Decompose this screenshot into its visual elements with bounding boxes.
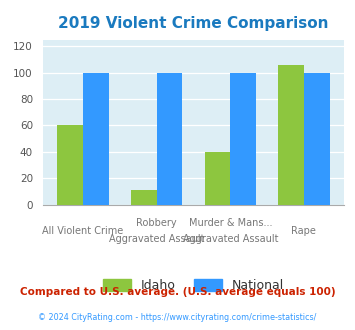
Text: Aggravated Assault: Aggravated Assault [182,234,278,244]
Bar [57,125,83,205]
Text: Robbery: Robbery [136,218,177,228]
Bar [83,73,109,205]
Text: Murder & Mans...: Murder & Mans... [189,218,272,228]
Bar [157,73,182,205]
Legend: Idaho, National: Idaho, National [98,274,289,297]
Text: Rape: Rape [291,226,316,236]
Bar [278,65,304,205]
Text: Compared to U.S. average. (U.S. average equals 100): Compared to U.S. average. (U.S. average … [20,287,335,297]
Bar [304,73,330,205]
Bar [204,152,230,205]
Title: 2019 Violent Crime Comparison: 2019 Violent Crime Comparison [58,16,329,31]
Bar [230,73,256,205]
Text: © 2024 CityRating.com - https://www.cityrating.com/crime-statistics/: © 2024 CityRating.com - https://www.city… [38,313,317,322]
Text: Aggravated Assault: Aggravated Assault [109,234,204,244]
Bar [131,190,157,205]
Text: All Violent Crime: All Violent Crime [43,226,124,236]
